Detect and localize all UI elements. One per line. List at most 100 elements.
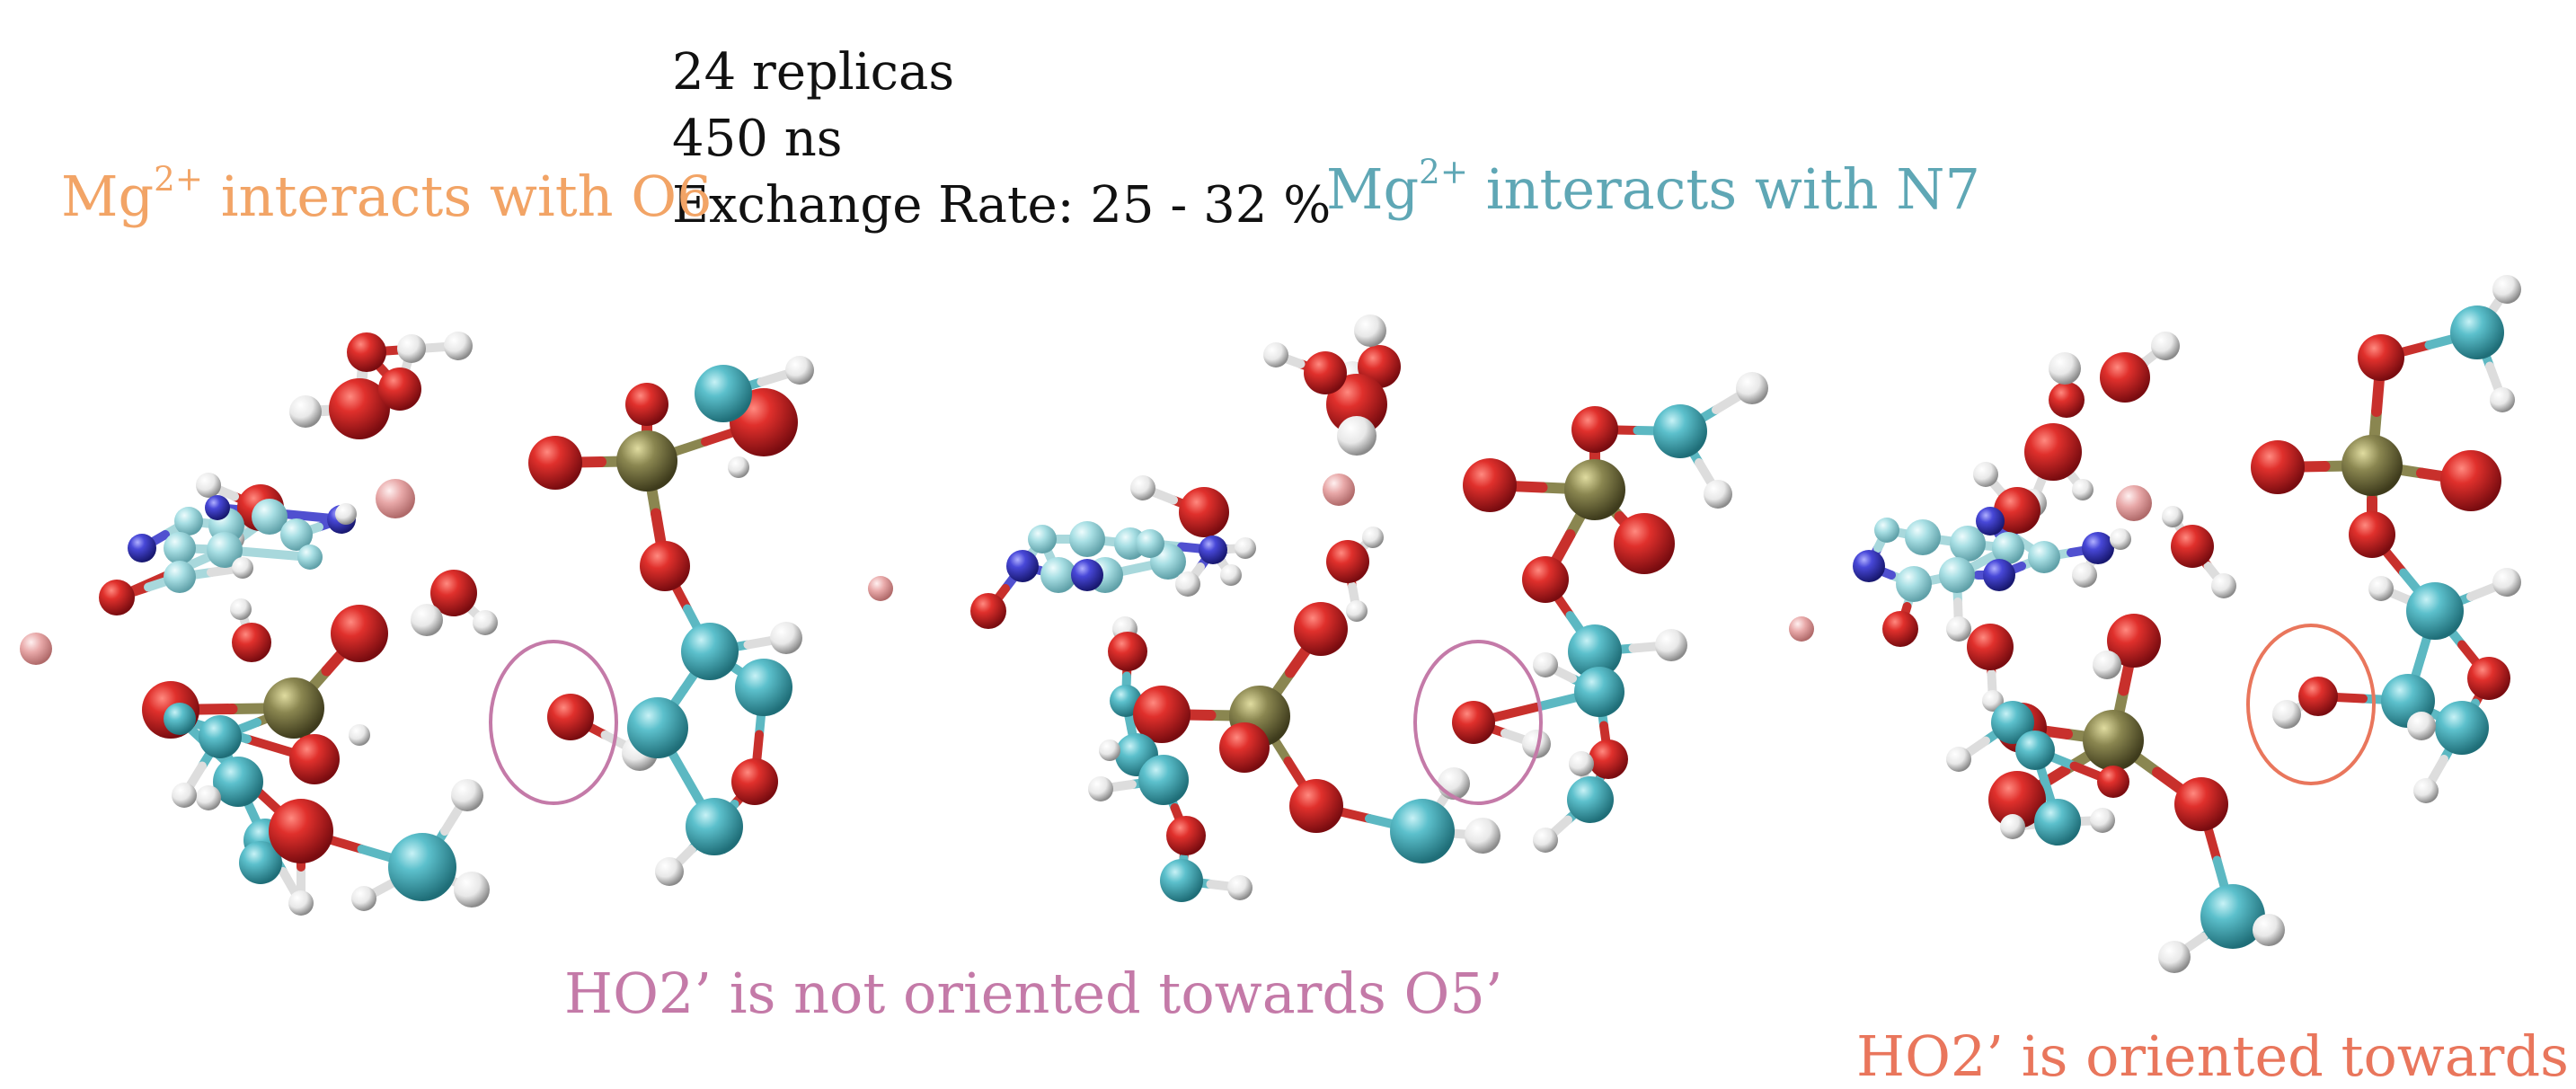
label-mg-n7: Mg2+ interacts with N7 xyxy=(1326,152,1980,222)
hydrogen-atom xyxy=(1736,372,1768,404)
hydrogen-atom xyxy=(2272,700,2301,729)
oxygen-atom xyxy=(1522,556,1569,603)
carbon-atom xyxy=(1992,532,2024,564)
exchange-rate-text: Exchange Rate: 25 - 32 % xyxy=(672,176,1332,235)
carbon-atom xyxy=(199,715,242,758)
hydrogen-atom xyxy=(1655,629,1687,661)
hydrogen-atom xyxy=(1220,564,1242,586)
carbon-atom xyxy=(695,365,752,422)
hydrogen-atom xyxy=(1946,747,1971,772)
carbon-atom xyxy=(213,757,263,807)
oxygen-atom xyxy=(2440,450,2501,511)
nitrogen-atom xyxy=(1006,550,1039,582)
hydrogen-atom xyxy=(2093,651,2121,679)
hydrogen-atom xyxy=(1982,690,2004,712)
oxygen-atom xyxy=(289,734,340,784)
hydrogen-atom xyxy=(1465,818,1500,854)
oxygen-atom xyxy=(1463,458,1517,512)
carbon-atom xyxy=(1040,557,1076,593)
oxygen-atom xyxy=(2107,614,2161,668)
oxygen-atom xyxy=(1571,406,1618,453)
carbon-atom xyxy=(2028,541,2060,573)
magnesium-ion xyxy=(868,576,893,601)
hydrogen-atom xyxy=(2413,778,2439,803)
carbon-atom xyxy=(2450,305,2504,359)
nitrogen-atom xyxy=(1976,507,2005,536)
oxygen-atom xyxy=(2349,511,2395,558)
carbon-atom xyxy=(164,532,196,564)
hydrogen-atom xyxy=(785,356,814,385)
hydrogen-atom xyxy=(232,557,253,579)
hydrogen-atom xyxy=(172,783,197,808)
highlight-ring-oriented xyxy=(2246,624,2376,785)
label-oriented: HO2’ is oriented towards O5’ xyxy=(1856,1023,2576,1089)
carbon-atom xyxy=(1069,521,1105,557)
carbon-atom xyxy=(2034,799,2081,846)
hydrogen-atom xyxy=(2492,568,2521,597)
oxygen-atom xyxy=(347,332,386,372)
nitrogen-atom xyxy=(1199,536,1227,564)
oxygen-atom xyxy=(1614,513,1675,574)
phosphorus-atom xyxy=(1564,459,1625,520)
oxygen-atom xyxy=(1133,686,1191,743)
phosphorus-atom xyxy=(616,430,677,491)
carbon-atom xyxy=(1950,526,1986,562)
oxygen-atom xyxy=(2049,382,2085,418)
oxygen-atom xyxy=(1326,374,1387,435)
carbon-atom xyxy=(1896,566,1932,602)
magnesium-ion xyxy=(1789,616,1814,642)
oxygen-atom xyxy=(2024,423,2082,481)
nitrogen-atom xyxy=(1983,559,2015,591)
hydrogen-atom xyxy=(2049,352,2081,385)
hydrogen-atom xyxy=(2158,941,2191,973)
oxygen-atom xyxy=(1294,602,1348,656)
carbon-atom xyxy=(1939,557,1975,593)
carbon-atom xyxy=(1160,859,1203,902)
carbon-atom xyxy=(174,507,203,536)
hydrogen-atom xyxy=(289,395,322,428)
oxygen-atom xyxy=(528,436,582,490)
oxygen-atom xyxy=(430,570,477,616)
oxygen-atom xyxy=(625,383,668,426)
hydrogen-atom xyxy=(349,724,370,746)
label-not-oriented: HO2’ is not oriented towards O5’ xyxy=(564,961,1503,1026)
hydrogen-atom xyxy=(196,473,221,498)
hydrogen-atom xyxy=(1130,475,1155,500)
oxygen-atom xyxy=(1166,816,1206,855)
hydrogen-atom xyxy=(2000,814,2025,839)
carbon-atom xyxy=(239,841,282,884)
oxygen-atom xyxy=(1589,739,1628,779)
hydrogen-atom xyxy=(1099,739,1120,761)
hydrogen-atom xyxy=(2072,562,2097,588)
oxygen-atom xyxy=(329,378,390,439)
nitrogen-atom xyxy=(205,495,230,520)
hydrogen-atom xyxy=(2490,387,2515,412)
hydrogen-atom xyxy=(2492,275,2521,304)
oxygen-atom xyxy=(2100,352,2150,403)
hydrogen-atom xyxy=(2090,808,2115,833)
hydrogen-atom xyxy=(454,872,490,908)
oxygen-atom xyxy=(2298,677,2338,716)
hydrogen-atom xyxy=(1263,342,1288,367)
oxygen-atom xyxy=(2171,525,2214,568)
hydrogen-atom xyxy=(2407,712,2436,740)
carbon-atom xyxy=(1136,529,1164,558)
highlight-ring-not-oriented xyxy=(489,640,618,805)
hydrogen-atom xyxy=(1533,652,1558,677)
hydrogen-atom xyxy=(2072,479,2094,500)
carbon-atom xyxy=(681,623,739,680)
oxygen-atom xyxy=(1289,779,1343,833)
hydrogen-atom xyxy=(451,779,483,811)
oxygen-atom xyxy=(232,623,271,662)
hydrogen-atom xyxy=(230,598,252,620)
hydrogen-atom xyxy=(2110,528,2131,550)
time-text: 450 ns xyxy=(672,110,843,168)
replicas-text: 24 replicas xyxy=(672,43,955,102)
carbon-atom xyxy=(1028,525,1057,553)
oxygen-atom xyxy=(1882,611,1918,647)
oxygen-atom xyxy=(1108,632,1147,671)
carbon-atom xyxy=(1390,799,1455,863)
magnesium-ion xyxy=(1323,474,1355,506)
nitrogen-atom xyxy=(1071,559,1103,591)
oxygen-atom xyxy=(331,605,388,662)
